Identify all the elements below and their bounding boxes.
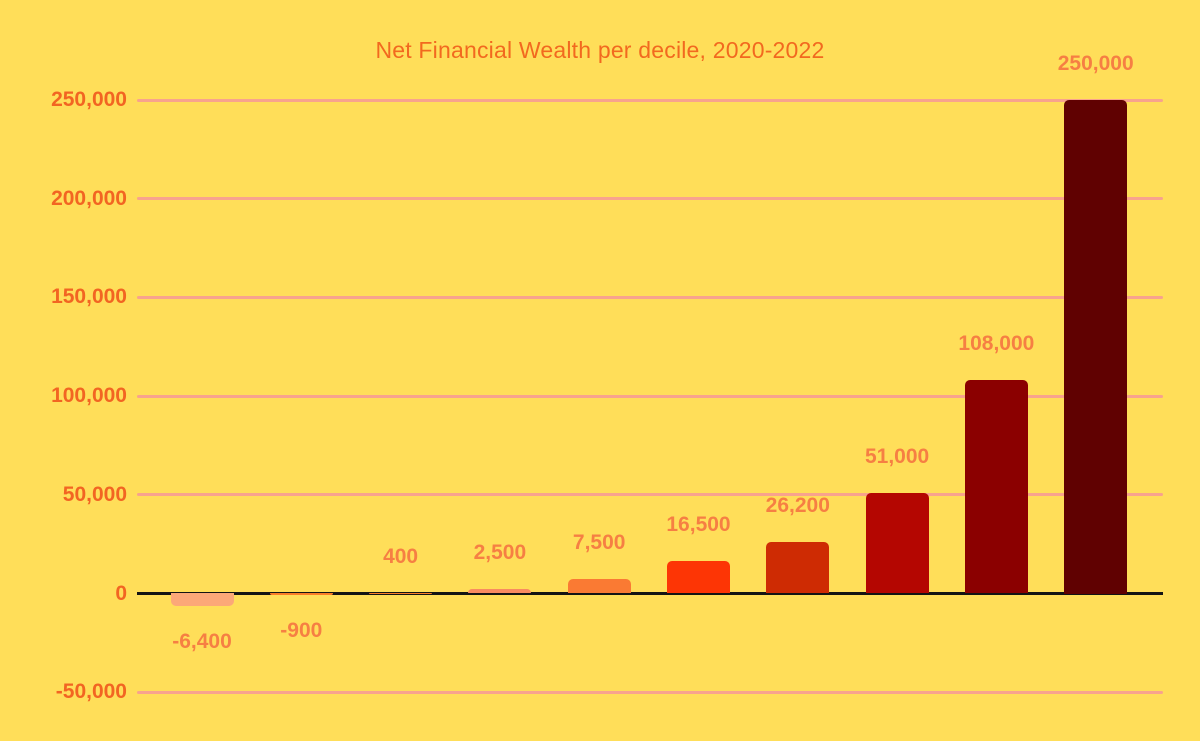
bar-value-label: 16,500 — [666, 512, 731, 536]
bar-decile-4 — [468, 588, 532, 594]
bar-value-label: 26,200 — [765, 493, 830, 517]
bar-value-label: 108,000 — [958, 332, 1035, 356]
y-axis-tick-label: 250,000 — [51, 88, 127, 111]
bar-value-label: 250,000 — [1057, 52, 1134, 75]
y-axis-tick-label: -50,000 — [55, 680, 127, 704]
gridline — [137, 493, 1163, 497]
bar-decile-1 — [170, 593, 234, 606]
y-axis-tick-label: 200,000 — [51, 186, 127, 210]
bar-decile-5 — [567, 578, 631, 594]
gridline — [137, 394, 1163, 398]
bar-value-label: 51,000 — [864, 444, 930, 468]
bar-decile-10 — [1064, 100, 1128, 594]
bar-value-label: 2,500 — [473, 540, 527, 564]
y-axis-tick-label: 150,000 — [51, 285, 127, 309]
bar-decile-3 — [369, 592, 433, 594]
bar-decile-8 — [865, 492, 929, 594]
bar-decile-2 — [269, 593, 333, 595]
gridline — [137, 295, 1163, 299]
y-axis-tick-label: 100,000 — [51, 384, 127, 408]
bar-value-label: 400 — [383, 544, 419, 568]
y-axis-tick-label: 50,000 — [62, 482, 127, 506]
bar-value-label: 7,500 — [572, 530, 626, 554]
x-axis-line — [137, 592, 1163, 595]
bar-value-label: -6,400 — [172, 630, 232, 654]
bar-decile-6 — [667, 560, 730, 594]
bar-decile-9 — [964, 380, 1028, 594]
gridline — [137, 98, 1163, 102]
gridline — [137, 690, 1163, 694]
gridline — [137, 197, 1163, 201]
bar-decile-7 — [766, 541, 830, 594]
y-axis-tick-label: 0 — [115, 581, 127, 605]
bar-value-label: -900 — [280, 619, 323, 643]
chart-title: Net Financial Wealth per decile, 2020-20… — [375, 37, 825, 63]
